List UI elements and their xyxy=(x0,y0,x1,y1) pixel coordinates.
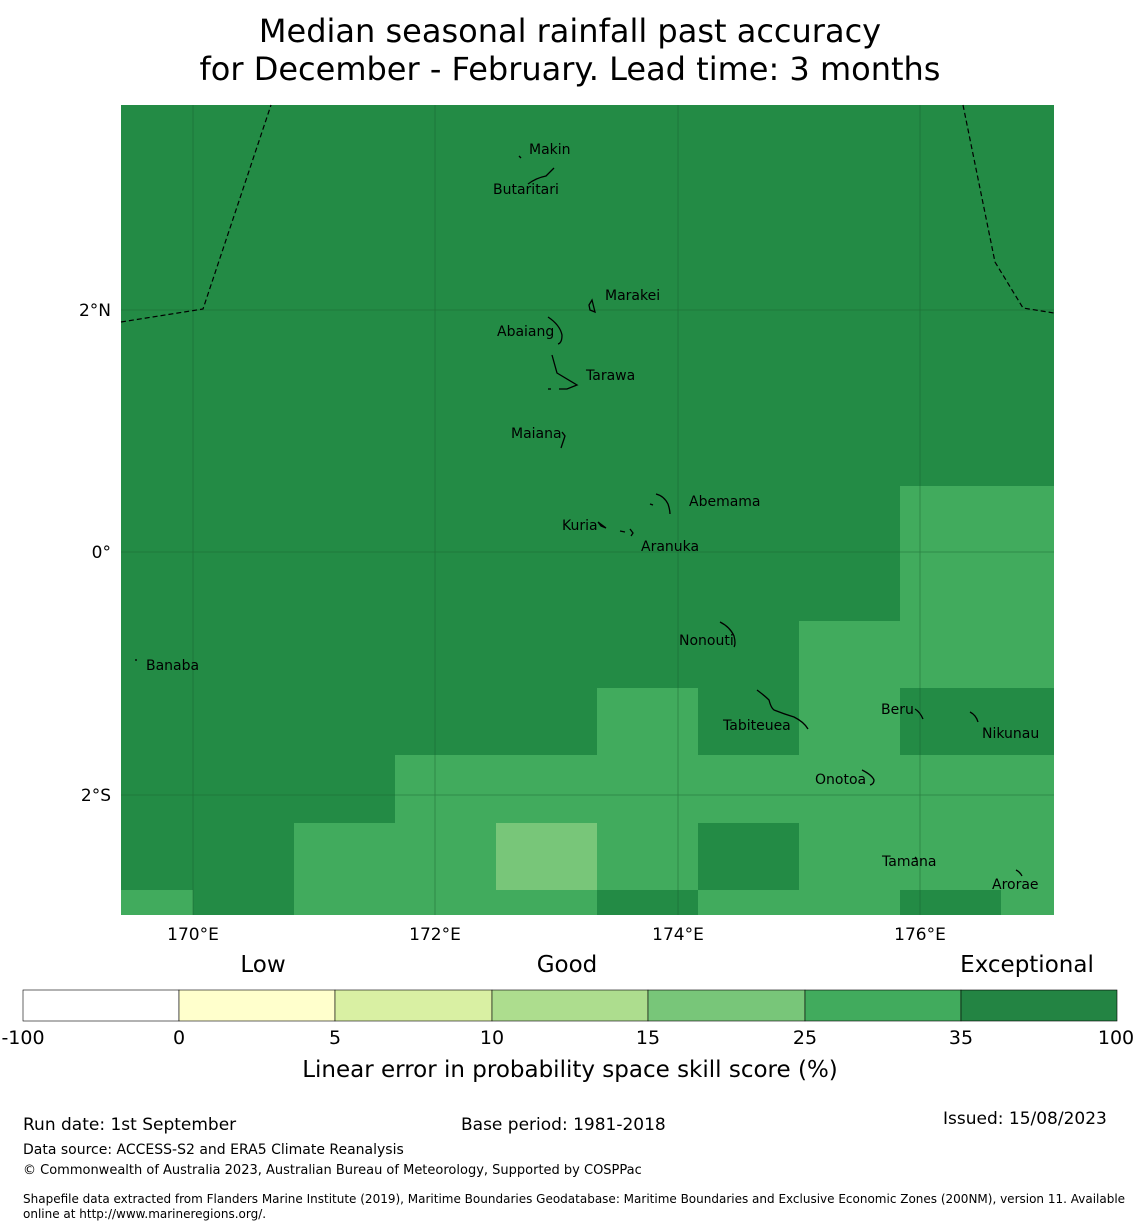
issued-date: Issued: 15/08/2023 xyxy=(943,1109,1107,1129)
chart-title-line1: Median seasonal rainfall past accuracy xyxy=(258,12,882,50)
base-period: Base period: 1981-2018 xyxy=(461,1115,666,1135)
exceptional-patch-bottom-1 xyxy=(597,890,698,915)
island-label-beru: Beru xyxy=(881,702,914,718)
legend-group-low: Low xyxy=(240,952,285,978)
colorbar-tick-5: 5 xyxy=(329,1027,341,1049)
island-label-kuria: Kuria xyxy=(562,518,598,534)
island-label-abaiang: Abaiang xyxy=(497,324,554,340)
shapefile-credit-line1: Shapefile data extracted from Flanders M… xyxy=(23,1192,1126,1206)
colorbar-tick-neg100: -100 xyxy=(1,1027,44,1049)
lon-tick-176: 176°E xyxy=(894,925,946,945)
legend-group-good: Good xyxy=(537,952,598,978)
exceptional-patch-south xyxy=(698,823,799,890)
island-outlines xyxy=(135,155,1023,877)
lon-tick-172: 172°E xyxy=(409,925,461,945)
skill-map: Makin Butaritari Marakei Abaiang Tarawa … xyxy=(120,104,1055,915)
island-label-butaritari: Butaritari xyxy=(493,182,559,198)
island-label-maiana: Maiana xyxy=(511,426,562,442)
colorbar-bin-6 xyxy=(804,989,962,1022)
axis-tick-labels: 170°E 172°E 174°E 176°E 2°N 0° 2°S xyxy=(79,301,946,945)
island-labels: Makin Butaritari Marakei Abaiang Tarawa … xyxy=(146,142,1039,893)
colorbar: Low Good Exceptional -100 0 5 10 15 25 3… xyxy=(1,952,1134,1083)
shapefile-credit-line2: online at http://www.marineregions.org/. xyxy=(23,1207,267,1221)
island-label-banaba: Banaba xyxy=(146,658,199,674)
colorbar-tick-100: 100 xyxy=(1098,1027,1134,1049)
island-label-abemama: Abemama xyxy=(689,494,761,510)
run-date: Run date: 1st September xyxy=(23,1115,237,1135)
lat-tick-0: 0° xyxy=(92,543,111,563)
island-label-nonouti: Nonouti xyxy=(679,633,734,649)
colorbar-bin-5 xyxy=(647,989,806,1022)
colorbar-axis-label: Linear error in probability space skill … xyxy=(302,1057,838,1083)
island-label-marakei: Marakei xyxy=(605,288,660,304)
good-skill-region-sw xyxy=(121,890,193,915)
chart-title-line2: for December - February. Lead time: 3 mo… xyxy=(199,50,941,88)
island-label-onotoa: Onotoa xyxy=(815,772,866,788)
lat-tick-2s: 2°S xyxy=(81,786,111,806)
colorbar-tick-0: 0 xyxy=(173,1027,185,1049)
colorbar-bin-7 xyxy=(960,989,1118,1022)
colorbar-tick-35: 35 xyxy=(949,1027,973,1049)
lon-tick-174: 174°E xyxy=(652,925,704,945)
colorbar-tick-15: 15 xyxy=(636,1027,660,1049)
island-label-nikunau: Nikunau xyxy=(982,726,1039,742)
island-label-makin: Makin xyxy=(529,142,571,158)
colorbar-bin-1 xyxy=(22,989,180,1022)
island-label-aranuka: Aranuka xyxy=(641,539,699,555)
island-label-tarawa: Tarawa xyxy=(585,368,635,384)
lon-tick-170: 170°E xyxy=(167,925,219,945)
island-label-arorae: Arorae xyxy=(992,877,1039,893)
colorbar-bin-2 xyxy=(178,989,336,1022)
data-source: Data source: ACCESS-S2 and ERA5 Climate … xyxy=(23,1142,404,1158)
copyright: © Commonwealth of Australia 2023, Austra… xyxy=(23,1163,642,1178)
eez-boundaries xyxy=(120,104,1055,323)
exceptional-patch-bottom-2 xyxy=(900,890,1001,915)
moderate-skill-patch xyxy=(496,823,597,890)
colorbar-bin-4 xyxy=(491,989,649,1022)
island-label-tabiteuea: Tabiteuea xyxy=(722,718,791,734)
colorbar-tick-25: 25 xyxy=(793,1027,817,1049)
lat-tick-2n: 2°N xyxy=(79,301,111,321)
gridlines xyxy=(121,105,1054,915)
island-label-tamana: Tamana xyxy=(881,854,936,870)
good-skill-region xyxy=(294,486,1054,915)
exceptional-patch-east xyxy=(900,688,1054,755)
colorbar-bin-3 xyxy=(334,989,493,1022)
legend-group-exceptional: Exceptional xyxy=(960,952,1094,978)
colorbar-tick-10: 10 xyxy=(480,1027,504,1049)
